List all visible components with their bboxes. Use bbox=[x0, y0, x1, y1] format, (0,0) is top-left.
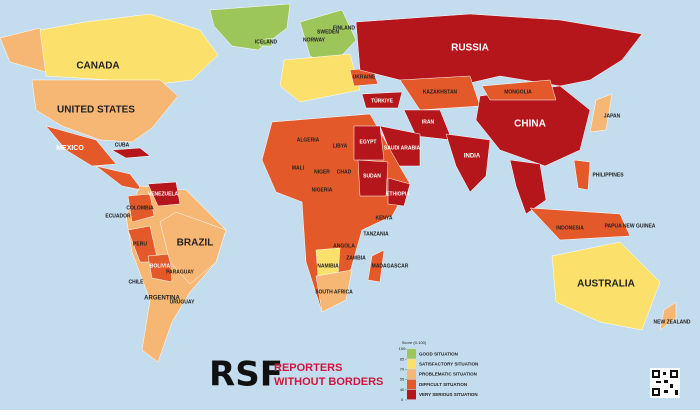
country-label: MADAGASCAR bbox=[372, 263, 409, 269]
legend-label: GOOD SITUATION bbox=[419, 351, 458, 356]
legend-tick-label: 70 bbox=[400, 366, 405, 371]
country-label: PAPUA NEW GUINEA bbox=[605, 223, 656, 229]
legend-tick-label: 55 bbox=[400, 377, 405, 382]
legend-tick-label: 85 bbox=[400, 356, 405, 361]
country-label: NORWAY bbox=[303, 37, 326, 43]
legend-swatch bbox=[407, 359, 416, 369]
country-label: CHILE bbox=[129, 279, 145, 285]
legend-swatch bbox=[407, 379, 416, 390]
legend-title: Score (0-100) bbox=[402, 340, 427, 345]
legend-label: DIFFICULT SITUATION bbox=[419, 382, 467, 387]
country-label: BRAZIL bbox=[177, 238, 214, 249]
country-label: NEW ZEALAND bbox=[654, 319, 691, 325]
country-label: LIBYA bbox=[333, 143, 348, 149]
country-label: NIGERIA bbox=[312, 187, 333, 193]
legend-tick-label: 0 bbox=[401, 397, 404, 402]
country-label: CHINA bbox=[514, 119, 546, 130]
country-label: SOUTH AFRICA bbox=[315, 289, 353, 295]
countries-shapes bbox=[0, 3, 677, 363]
legend: Score (0-100) 100 85 70 55 40 0 GOOD SITUATION… bbox=[399, 340, 479, 402]
legend-tick-label: 100 bbox=[399, 346, 406, 351]
country-label: ZAMBIA bbox=[346, 255, 366, 261]
country-label: KENYA bbox=[375, 215, 392, 221]
country-label: CUBA bbox=[115, 142, 130, 148]
country-label: COLOMBIA bbox=[126, 205, 154, 211]
country-label: ARGENTINA bbox=[144, 296, 180, 302]
country-label: FINLAND bbox=[333, 25, 355, 31]
country-label: MONGOLIA bbox=[504, 89, 532, 95]
country-label: TANZANIA bbox=[363, 231, 389, 237]
legend-label: SATISFACTORY SITUATION bbox=[419, 361, 478, 366]
country-label: NIGER bbox=[314, 169, 330, 175]
country-label: EGYPT bbox=[360, 139, 377, 145]
country-label: TÜRKIYE bbox=[371, 97, 394, 104]
logo-name: REPORTERS bbox=[274, 362, 342, 374]
country-label: INDONESIA bbox=[556, 225, 584, 231]
country-label: BOLIVIA bbox=[150, 263, 171, 269]
legend-swatch bbox=[407, 369, 416, 379]
country-label: PERU bbox=[133, 241, 147, 247]
country-label: CANADA bbox=[76, 61, 119, 72]
legend-swatch bbox=[407, 389, 416, 400]
country-label: ANGOLA bbox=[333, 243, 355, 249]
legend-tick-label: 40 bbox=[400, 387, 405, 392]
country-label: PARAGUAY bbox=[166, 269, 194, 275]
country-label: SWEDEN bbox=[317, 29, 339, 35]
country-label: MALI bbox=[292, 165, 305, 171]
country-label: ETHIOPIA bbox=[386, 191, 410, 197]
country-label: URUGUAY bbox=[170, 299, 195, 305]
country-label: VENEZUELA bbox=[148, 191, 179, 197]
country-label: ALGERIA bbox=[297, 137, 320, 143]
country-label: AUSTRALIA bbox=[577, 279, 635, 290]
country-label: SUDAN bbox=[363, 173, 381, 179]
country-label: ECUADOR bbox=[105, 213, 131, 219]
country-label: UKRAINE bbox=[353, 74, 376, 80]
country-label: PHILIPPINES bbox=[592, 172, 624, 178]
country-label: INDIA bbox=[464, 154, 481, 160]
country-label: ICELAND bbox=[255, 39, 278, 45]
logo-name: WITHOUT BORDERS bbox=[274, 376, 383, 388]
country-label: UNITED STATES bbox=[57, 105, 135, 116]
country-label: SAUDI ARABIA bbox=[384, 145, 421, 151]
country-label: RUSSIA bbox=[451, 43, 489, 54]
qr-code bbox=[650, 368, 680, 398]
country-label: KAZAKHSTAN bbox=[423, 89, 458, 95]
legend-label: PROBLEMATIC SITUATION bbox=[419, 372, 477, 377]
country-label: IRAN bbox=[422, 119, 435, 125]
legend-label: VERY SERIOUS SITUATION bbox=[419, 392, 478, 397]
logo-mark: RSF bbox=[209, 355, 283, 395]
country-labels: CANADA UNITED STATES MEXICO CUBA VENEZUE… bbox=[56, 25, 691, 325]
country-label: CHAD bbox=[337, 169, 352, 175]
legend-swatch bbox=[407, 349, 416, 359]
country-label: NAMIBIA bbox=[317, 263, 339, 269]
country-label: MEXICO bbox=[56, 145, 84, 152]
logo: RSF REPORTERS WITHOUT BORDERS bbox=[209, 355, 383, 395]
country-label: JAPAN bbox=[604, 113, 621, 119]
